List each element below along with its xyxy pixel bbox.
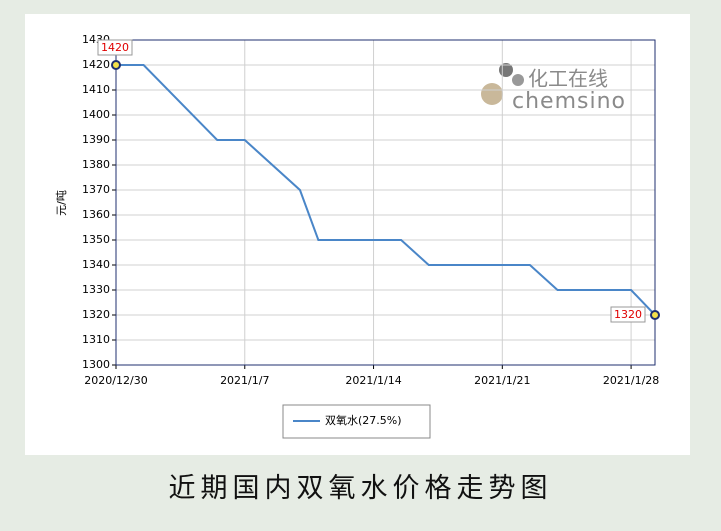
y-tick-label: 1420 xyxy=(82,58,110,71)
y-tick-label: 1390 xyxy=(82,133,110,146)
x-tick-label: 2021/1/21 xyxy=(474,374,530,387)
caption: 近期国内双氧水价格走势图 xyxy=(168,473,553,504)
y-tick-label: 1310 xyxy=(82,333,110,346)
x-tick-label: 2021/1/14 xyxy=(345,374,401,387)
y-tick-label: 1410 xyxy=(82,83,110,96)
y-tick-label: 1340 xyxy=(82,258,110,271)
y-tick-label: 1400 xyxy=(82,108,110,121)
y-tick-label: 1350 xyxy=(82,233,110,246)
y-tick-label: 1370 xyxy=(82,183,110,196)
y-tick-label: 1300 xyxy=(82,358,110,371)
y-axis-label: 元/吨 xyxy=(55,190,68,216)
plot-frame xyxy=(115,39,656,366)
annotation-box xyxy=(610,306,646,323)
legend-label: 双氧水(27.5%) xyxy=(325,413,402,427)
x-tick-label: 2021/1/28 xyxy=(603,374,659,387)
line xyxy=(116,64,656,316)
y-tick-label: 1360 xyxy=(82,208,110,221)
y-tick-label: 1320 xyxy=(82,308,110,321)
annotation: 1320 xyxy=(614,308,642,321)
annotation-box xyxy=(97,39,133,56)
chart: 元/吨 化工在线 chemsino 1300 1310 1320 1330 1340 13… xyxy=(55,33,660,439)
logo-en: chemsino xyxy=(512,89,626,114)
x-tick-label: 2020/12/30 xyxy=(84,374,147,387)
y-tick-label: 1380 xyxy=(82,158,110,171)
annotation: 1420 xyxy=(101,41,129,54)
chart-panel xyxy=(25,14,690,455)
x-tick-label: 2021/1/7 xyxy=(220,374,269,387)
end-marker xyxy=(650,310,660,320)
end-marker xyxy=(111,60,121,70)
y-tick-label: 1330 xyxy=(82,283,110,296)
logo-icon xyxy=(481,83,503,105)
logo-icon xyxy=(512,74,524,86)
logo-cn: 化工在线 xyxy=(528,67,608,91)
